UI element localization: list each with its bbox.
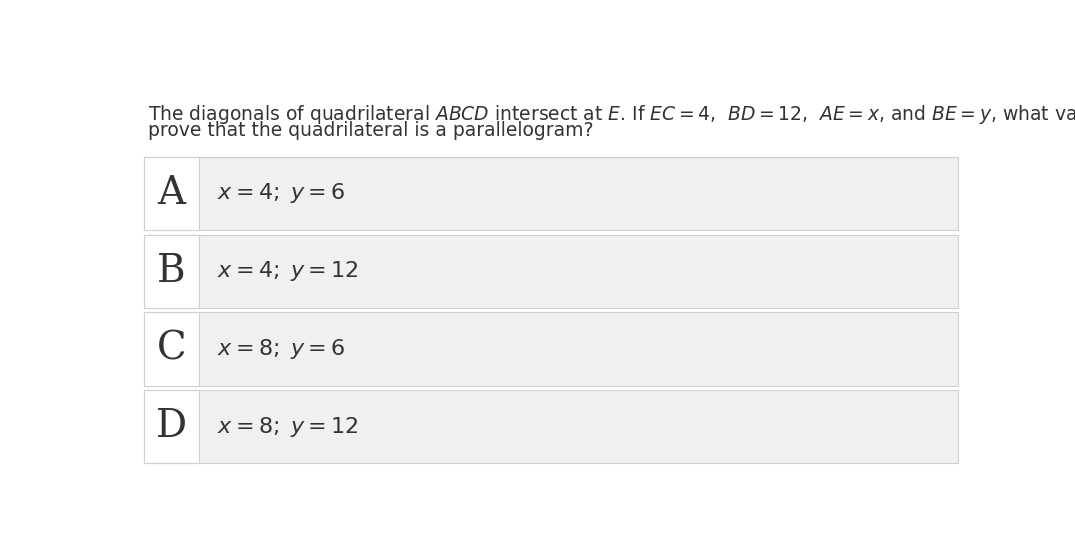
Text: $x = 4;\; y = 12$: $x = 4;\; y = 12$ xyxy=(216,259,358,283)
Text: B: B xyxy=(157,252,186,290)
FancyBboxPatch shape xyxy=(144,312,200,386)
Text: $x = 4;\; y = 6$: $x = 4;\; y = 6$ xyxy=(216,182,345,206)
Text: prove that the quadrilateral is a parallelogram?: prove that the quadrilateral is a parall… xyxy=(148,122,593,140)
Text: D: D xyxy=(156,408,187,446)
Text: A: A xyxy=(158,175,186,212)
FancyBboxPatch shape xyxy=(144,312,958,386)
FancyBboxPatch shape xyxy=(144,390,958,463)
Text: $x = 8;\; y = 6$: $x = 8;\; y = 6$ xyxy=(216,337,345,361)
Text: C: C xyxy=(157,331,186,367)
FancyBboxPatch shape xyxy=(144,235,958,308)
FancyBboxPatch shape xyxy=(144,235,200,308)
Text: The diagonals of quadrilateral $\mathit{ABCD}$ intersect at $\mathit{E}$. If $\m: The diagonals of quadrilateral $\mathit{… xyxy=(148,103,1075,126)
FancyBboxPatch shape xyxy=(144,157,200,230)
FancyBboxPatch shape xyxy=(144,157,958,230)
FancyBboxPatch shape xyxy=(144,390,200,463)
Text: $x = 8;\; y = 12$: $x = 8;\; y = 12$ xyxy=(216,415,358,439)
